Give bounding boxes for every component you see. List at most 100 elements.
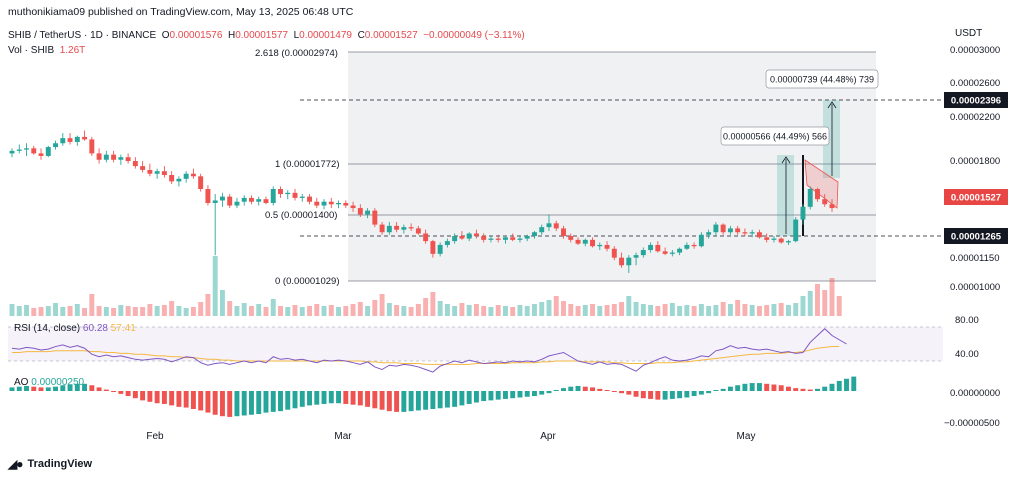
- candle-body: [125, 157, 131, 162]
- candle: [669, 250, 675, 257]
- ao-bar: [771, 384, 777, 391]
- candle-body: [488, 238, 494, 240]
- volume-value: 1.26T: [59, 45, 86, 56]
- candle: [619, 252, 625, 268]
- symbol-title[interactable]: SHIB / TetherUS · 1D · BINANCE: [8, 30, 157, 41]
- volume-bar: [568, 304, 574, 316]
- candle-body: [307, 196, 312, 202]
- volume-bar: [125, 306, 131, 316]
- candle-body: [720, 224, 726, 233]
- price-tick: 0.00002200: [950, 112, 1000, 123]
- volume-bar: [655, 306, 661, 316]
- candle: [771, 236, 777, 243]
- currency-unit[interactable]: USDT: [955, 28, 983, 39]
- candle-body: [756, 232, 762, 238]
- candle-body: [546, 223, 552, 228]
- candle-body: [691, 244, 697, 247]
- volume-bar: [510, 307, 516, 316]
- ao-bar: [764, 383, 770, 391]
- candle: [176, 176, 182, 187]
- candle: [125, 153, 131, 164]
- candle: [742, 228, 748, 237]
- candle: [604, 241, 610, 252]
- volume-bar: [111, 308, 117, 316]
- ao-bar: [662, 391, 668, 400]
- ao-bar: [691, 391, 697, 397]
- ao-bar: [488, 391, 494, 401]
- ao-bar: [343, 391, 349, 404]
- volume-bar: [735, 300, 741, 316]
- candle-body: [502, 237, 508, 240]
- candle: [314, 197, 320, 209]
- candle-body: [314, 201, 320, 206]
- candle: [691, 242, 697, 249]
- candle-body: [161, 171, 167, 176]
- volume-bar: [495, 305, 501, 316]
- ao-bar: [132, 391, 138, 399]
- candle: [502, 236, 508, 244]
- volume-bar: [161, 305, 167, 316]
- volume-bar: [307, 306, 312, 316]
- volume-bar: [706, 306, 712, 316]
- ao-bar: [568, 386, 574, 391]
- volume-bar: [263, 307, 269, 316]
- ohlc-low: 0.00001479: [299, 30, 352, 41]
- candle: [640, 247, 646, 258]
- ao-bar: [749, 383, 755, 391]
- ao-bar: [212, 391, 218, 415]
- ohlc-close-label: C: [357, 30, 365, 41]
- candle: [488, 236, 494, 243]
- volume-label[interactable]: Vol · SHIB: [8, 45, 55, 56]
- volume-bar: [343, 306, 349, 316]
- ao-bar: [466, 391, 472, 404]
- volume-bar: [582, 305, 588, 316]
- candle: [561, 225, 566, 239]
- ao-bar: [648, 391, 654, 399]
- time-tick: Apr: [540, 431, 556, 442]
- time-axis: Feb Mar Apr May: [146, 431, 755, 442]
- candle-body: [278, 189, 283, 195]
- volume-bar: [727, 304, 733, 316]
- candle-body: [430, 241, 436, 254]
- volume-bar: [314, 304, 320, 316]
- candle-body: [350, 205, 356, 209]
- measure-arrow-1-head: [781, 156, 791, 164]
- volume-bar: [590, 304, 595, 316]
- ao-bar: [561, 388, 566, 391]
- volume-bar: [190, 307, 196, 316]
- volume-bar: [640, 304, 646, 316]
- fib-lines: [348, 51, 876, 282]
- candle: [190, 168, 196, 179]
- tradingview-logo[interactable]: ◢● TradingView: [8, 457, 92, 471]
- candle: [350, 201, 356, 212]
- volume-bar: [611, 304, 617, 316]
- ao-bar: [125, 391, 131, 397]
- ao-bar: [423, 391, 429, 410]
- candle-body: [626, 257, 632, 266]
- candle: [263, 196, 269, 205]
- ao-bar: [590, 387, 595, 391]
- volume-bar: [749, 305, 755, 316]
- volume-bar: [241, 303, 247, 316]
- volume-bar: [539, 302, 545, 316]
- candle-body: [357, 208, 363, 215]
- volume-bar: [778, 303, 784, 316]
- candle-body: [111, 154, 117, 160]
- ao-label[interactable]: AO: [14, 377, 29, 388]
- candle-body: [437, 244, 443, 254]
- candle-body: [31, 148, 37, 154]
- candle: [481, 233, 487, 243]
- ao-bar: [844, 378, 849, 391]
- candle-body: [778, 238, 784, 243]
- candle-body: [597, 244, 603, 247]
- volume-bar: [459, 303, 465, 316]
- ao-bar: [16, 386, 22, 391]
- volume-bar: [53, 303, 59, 316]
- volume-bar: [140, 307, 146, 316]
- rsi-label[interactable]: RSI (14, close): [14, 323, 81, 334]
- volume-bar: [684, 305, 690, 316]
- candle-body: [771, 238, 777, 240]
- ao-bar: [314, 391, 320, 405]
- ao-bar: [778, 385, 784, 391]
